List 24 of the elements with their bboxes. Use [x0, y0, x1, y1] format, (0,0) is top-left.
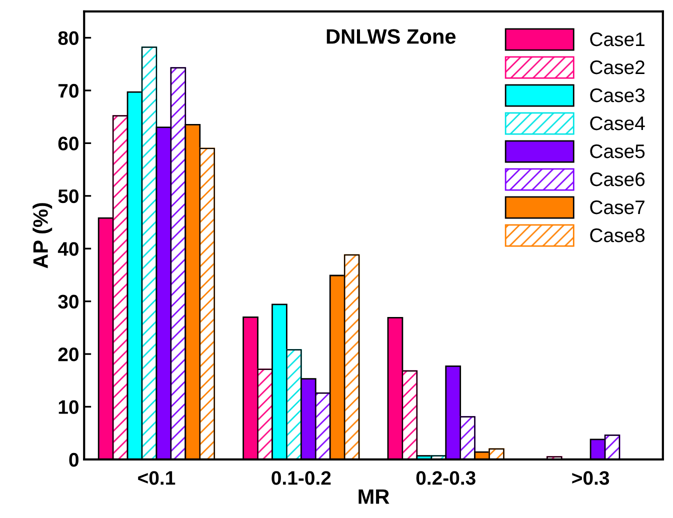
y-tick-label: 50 — [58, 189, 78, 204]
legend-label: Case8 — [590, 228, 645, 242]
legend-label: Case5 — [590, 144, 645, 158]
x-tick-label: 0.1-0.2 — [272, 471, 331, 485]
y-tick-label: 70 — [58, 84, 78, 98]
legend-label: Case4 — [590, 116, 645, 130]
text: DNLWS Zone — [326, 29, 456, 44]
x-tick-label: <0.1 — [138, 471, 176, 485]
y-tick-label: 10 — [58, 400, 78, 414]
x-axis-title: MR — [358, 489, 390, 504]
y-axis-title: AP (%) — [32, 203, 52, 268]
y-tick-label: 80 — [58, 31, 78, 45]
y-tick-label: 40 — [58, 242, 78, 256]
y-tick-label: 20 — [58, 348, 78, 362]
y-tick-label: 0 — [69, 452, 78, 467]
legend-label: Case1 — [590, 32, 644, 46]
legend-label: Case2 — [590, 60, 644, 74]
legend-label: Case6 — [590, 172, 645, 186]
legend-label: Case7 — [590, 200, 644, 214]
x-tick-label: 0.2-0.3 — [416, 471, 476, 485]
x-tick-label: >0.3 — [572, 471, 610, 485]
y-tick-label: 60 — [58, 136, 78, 150]
y-tick-label: 30 — [58, 294, 78, 309]
legend-label: Case3 — [590, 88, 645, 102]
